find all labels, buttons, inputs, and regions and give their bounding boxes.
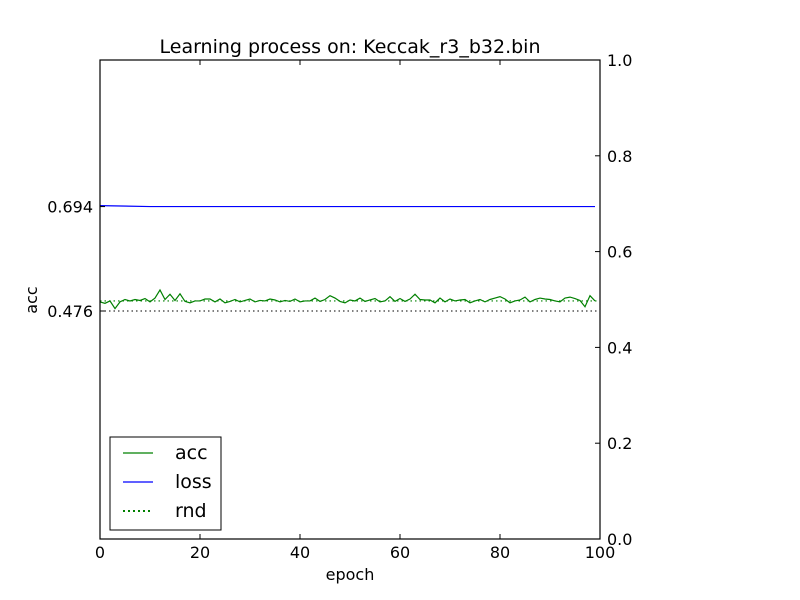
right-tick-label: 0.2	[607, 434, 632, 453]
right-tick-label: 0.6	[607, 243, 632, 262]
right-tick-label: 1.0	[607, 51, 632, 70]
x-tick-label: 0	[95, 543, 105, 562]
plot-frame	[99, 59, 601, 540]
right-tick-label: 0.0	[607, 530, 632, 549]
legend-label-acc: acc	[175, 442, 208, 464]
x-tick-label: 60	[390, 543, 410, 562]
legend-label-rnd: rnd	[175, 500, 207, 522]
x-tick-label: 40	[290, 543, 310, 562]
chart-legend: acc loss rnd	[109, 436, 222, 531]
plot-area	[99, 205, 600, 312]
chart-title: Learning process on: Keccak_r3_b32.bin	[160, 36, 541, 58]
series-line-loss	[99, 205, 595, 208]
left-axis-ticks: 0.694 0.476	[47, 198, 105, 321]
right-axis-ticks: 0.0 0.2 0.4 0.6 0.8 1.0	[595, 51, 632, 549]
x-axis-ticks: 0 20 40 60 80 100	[95, 60, 615, 562]
x-tick-label: 80	[490, 543, 510, 562]
right-tick-label: 0.4	[607, 338, 632, 357]
x-tick-label: 100	[585, 543, 616, 562]
right-tick-label: 0.8	[607, 147, 632, 166]
x-axis-label: epoch	[326, 565, 375, 584]
legend-label-loss: loss	[175, 471, 212, 493]
y-axis-label: acc	[22, 286, 41, 313]
left-tick-label: 0.694	[47, 198, 93, 217]
left-tick-label: 0.476	[47, 302, 93, 321]
x-tick-label: 20	[190, 543, 210, 562]
